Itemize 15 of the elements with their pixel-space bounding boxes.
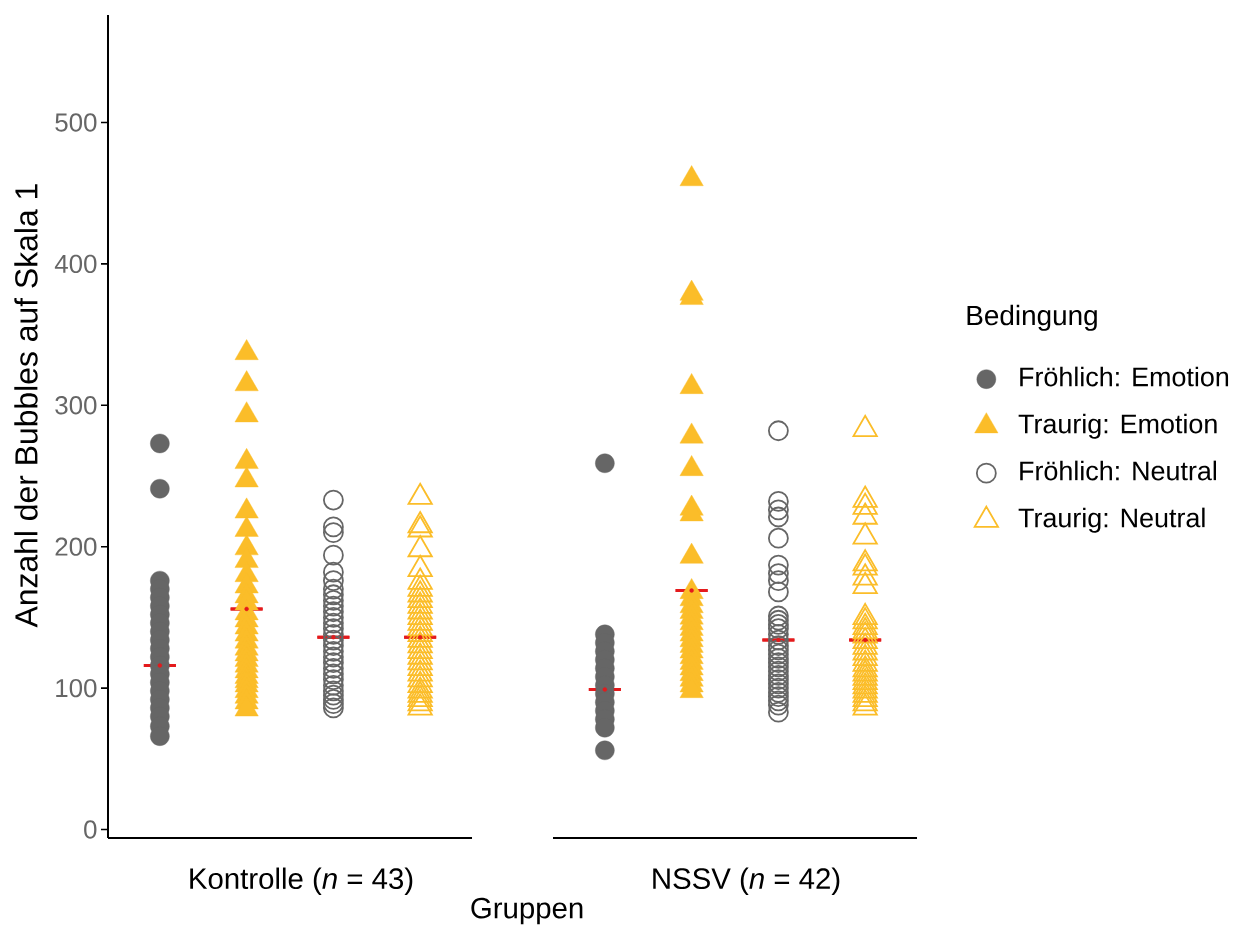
y-tick-label: 300 [55, 396, 97, 415]
y-tick-label: 100 [56, 678, 97, 698]
y-tick-label: 500 [55, 113, 97, 132]
y-tick-label: 200 [55, 537, 97, 556]
y-tick-label: 0 [84, 820, 97, 839]
legend-title: Bedingung [967, 304, 1097, 331]
legend-label: Traurig: Neutral [1018, 507, 1205, 533]
y-axis-title: Anzahl der Bubbles auf Skala 1 [14, 184, 38, 628]
x-axis-title: Gruppen [471, 897, 583, 925]
legend-label: Traurig: Emotion [1018, 413, 1217, 439]
legend-label: Fröhlich: Emotion [1020, 366, 1229, 387]
y-tick-label: 400 [54, 254, 97, 274]
legend-label: Fröhlich: Neutral [1020, 460, 1217, 481]
x-tick-label: NSSV (n = 42) [653, 867, 840, 895]
x-tick-label: Kontrolle (n = 43) [190, 867, 413, 895]
